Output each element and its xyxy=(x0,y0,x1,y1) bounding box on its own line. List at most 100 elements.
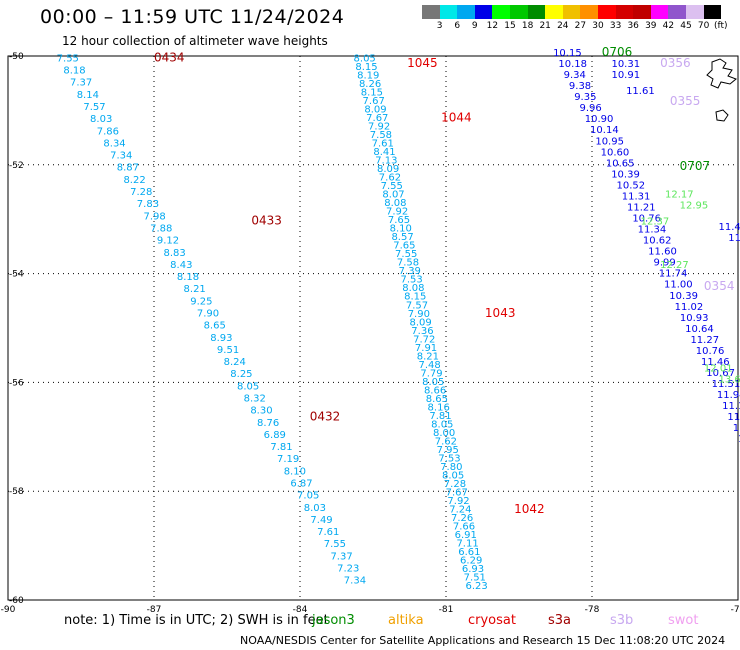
pass-time-label: 0432 xyxy=(310,409,341,423)
satellite-legend-item: s3b xyxy=(610,613,634,628)
colorbar-unit: (ft) xyxy=(714,21,728,31)
wave-height-label: 8.19 xyxy=(357,70,379,81)
wave-height-label: 11.3 xyxy=(727,412,740,423)
wave-height-label: 7.13 xyxy=(375,156,397,167)
colorbar-swatch xyxy=(527,5,546,19)
colorbar-label: 21 xyxy=(539,21,551,31)
wave-height-label: 7.95 xyxy=(437,445,459,456)
wave-height-label: 7.67 xyxy=(363,96,385,107)
wave-height-label: 7.23 xyxy=(337,564,359,575)
wave-height-label: 10.15 xyxy=(553,48,582,59)
wave-height-label: 6.29 xyxy=(460,556,482,567)
colorbar-label: 70 xyxy=(697,21,710,31)
wave-height-label: 7.92 xyxy=(386,207,408,218)
wave-height-label: 10.90 xyxy=(585,114,614,125)
wave-height-label: 7.67 xyxy=(446,487,468,498)
colorbar-label: 6 xyxy=(454,21,461,31)
colorbar-label: 15 xyxy=(504,21,516,31)
wave-height-label: 8.03 xyxy=(304,503,326,514)
satellite-legend-item: jason3 xyxy=(312,613,355,628)
colorbar-swatch xyxy=(457,5,475,19)
wave-height-label: 7.61 xyxy=(372,139,394,150)
pass-time-label: 0354 xyxy=(704,279,735,293)
wave-height-label: 8.24 xyxy=(224,357,246,368)
wave-height-label: 10.39 xyxy=(611,169,640,180)
wave-height-label: 11.60 xyxy=(648,247,677,258)
wave-height-label: 10.39 xyxy=(669,291,698,302)
wave-height-label: 8.05 xyxy=(354,53,376,64)
wave-height-label: 7.34 xyxy=(110,151,132,162)
wave-height-label: 9.51 xyxy=(217,345,239,356)
wave-height-label: 10.31 xyxy=(611,59,640,70)
wave-height-label: 7.57 xyxy=(406,300,428,311)
wave-height-label: 10.18 xyxy=(558,59,587,70)
colorbar-label: 12 xyxy=(486,21,499,31)
colorbar-swatch xyxy=(650,5,669,19)
wave-height-label: 10.52 xyxy=(616,180,645,191)
x-tick-label: -90 xyxy=(1,605,16,615)
colorbar-swatch xyxy=(439,5,458,19)
wave-height-label: 8.21 xyxy=(184,284,206,295)
wave-height-label: 8.09 xyxy=(364,105,386,116)
wave-height-label: 7.37 xyxy=(70,78,92,89)
colorbar-swatch xyxy=(562,5,581,19)
wave-height-label: 11.02 xyxy=(675,302,704,313)
colorbar-label: 9 xyxy=(471,21,478,31)
colorbar-label: 18 xyxy=(521,21,534,31)
chart-subtitle: 12 hour collection of altimeter wave hei… xyxy=(62,34,328,48)
pass-time-label: 0356 xyxy=(660,56,691,70)
colorbar-swatch xyxy=(686,5,704,19)
y-tick-label: -60 xyxy=(9,596,24,606)
wave-height-label: 11.31 xyxy=(622,191,651,202)
colorbar-swatch xyxy=(492,5,510,19)
wave-height-label: 7.53 xyxy=(438,453,460,464)
wave-height-label: 10.62 xyxy=(643,236,672,247)
wave-height-label: 11.00 xyxy=(664,280,693,291)
wave-height-label: 6.61 xyxy=(458,547,480,558)
wave-height-label: 7.92 xyxy=(447,496,469,507)
x-tick-label: -75 xyxy=(731,605,740,615)
wave-height-label: 8.41 xyxy=(373,147,395,158)
wave-height-label: 8.16 xyxy=(428,402,450,413)
pass-time-label: 0434 xyxy=(154,50,185,64)
wave-height-label: 7.11 xyxy=(456,539,478,550)
wave-height-label: 8.09 xyxy=(377,164,399,175)
wave-height-label: 8.14 xyxy=(77,90,99,101)
wave-height-label: 10.65 xyxy=(606,158,635,169)
x-tick-label: -87 xyxy=(147,605,162,615)
satellite-legend-item: s3a xyxy=(548,613,572,628)
wave-height-label: 7.34 xyxy=(344,576,366,587)
colorbar-label: 39 xyxy=(645,21,657,31)
wave-height-label: 8.66 xyxy=(424,385,446,396)
wave-height-label: 9.35 xyxy=(574,92,596,103)
pass-time-label: 0707 xyxy=(680,159,711,173)
wave-height-label: 11.46 xyxy=(701,357,730,368)
colorbar-swatch xyxy=(510,5,528,19)
wave-height-label: 7.53 xyxy=(400,275,422,286)
wave-height-label: 7.28 xyxy=(444,479,466,490)
wave-height-label: 8.30 xyxy=(250,406,272,417)
y-tick-label: -56 xyxy=(9,378,24,388)
wave-height-label: 7.58 xyxy=(397,258,419,269)
wave-height-label: 12.17 xyxy=(665,189,694,200)
wave-height-label: 10.91 xyxy=(611,70,640,81)
colorbar-swatch xyxy=(545,5,563,19)
wave-height-label: 7.49 xyxy=(310,515,332,526)
wave-height-label: 11.94 xyxy=(717,390,740,401)
colorbar-label: 45 xyxy=(680,21,692,31)
wave-height-label: 10.60 xyxy=(601,147,630,158)
wave-height-label: 7.58 xyxy=(370,130,392,141)
colorbar-label: 27 xyxy=(574,21,587,31)
y-tick-label: -54 xyxy=(9,270,24,280)
wave-height-label: 8.22 xyxy=(123,175,145,186)
wave-height-label: 12.95 xyxy=(680,200,709,211)
wave-height-label: 7.19 xyxy=(277,454,299,465)
colorbar-label: 3 xyxy=(436,21,443,31)
colorbar-swatch xyxy=(615,5,634,19)
wave-height-label: 7.90 xyxy=(408,309,430,320)
wave-height-label: 7.51 xyxy=(464,573,486,584)
satellite-legend-item: altika xyxy=(388,613,424,628)
wave-height-label: 8.08 xyxy=(384,198,406,209)
wave-height-label: 9.34 xyxy=(564,70,586,81)
wave-height-label: 8.65 xyxy=(426,394,448,405)
